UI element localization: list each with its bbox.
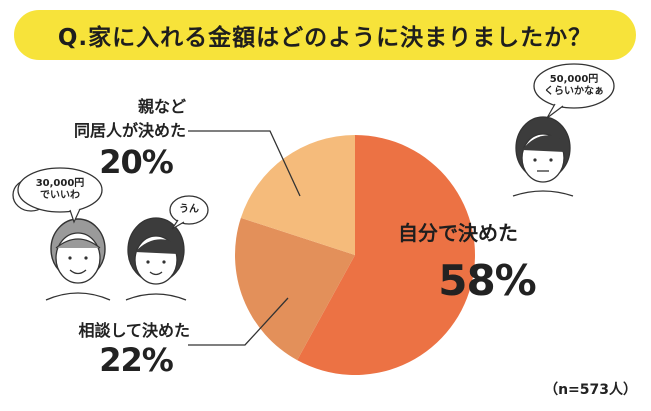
speech-bubble-icon xyxy=(169,195,209,230)
slice-value-consult: 22% xyxy=(99,341,174,379)
pie-slice-parents xyxy=(240,135,355,255)
pie-slices xyxy=(234,135,475,375)
self-bubble-text: 50,000円 くらいかなぁ xyxy=(539,74,609,98)
slice-label-consult: 相談して決めた xyxy=(78,321,190,340)
father-bubble-text: 30,000円 でいいわ xyxy=(28,178,92,202)
leader-line-consult xyxy=(188,297,289,346)
father-bubble-line1: 30,000円 xyxy=(35,178,85,189)
slice-label-parents-line2: 同居人が決めた xyxy=(73,121,186,140)
slice-value-parents: 20% xyxy=(99,143,174,181)
self-bubble-line2: くらいかなぁ xyxy=(544,86,604,97)
sample-size: （n=573人） xyxy=(544,382,637,398)
slice-value-self: 58% xyxy=(438,256,537,305)
self-bubble-line1: 50,000円 xyxy=(549,74,599,85)
leader-line-parents xyxy=(188,130,301,197)
pie-slice-self xyxy=(297,135,475,375)
speech-bubble-icon xyxy=(533,63,615,119)
mother-bubble-text: うん xyxy=(179,204,199,215)
slice-label-self: 自分で決めた xyxy=(398,221,518,245)
mother-face-icon xyxy=(125,217,187,301)
self-person-face-icon xyxy=(512,116,574,197)
slice-label-parents-line1: 親など xyxy=(137,97,186,116)
pie-slice-consult xyxy=(234,217,355,361)
father-bubble-line2: でいいわ xyxy=(40,190,80,201)
question-title: Q.家に入れる金額はどのように決まりましたか？ xyxy=(14,10,636,60)
speech-bubble-icon xyxy=(17,167,103,224)
